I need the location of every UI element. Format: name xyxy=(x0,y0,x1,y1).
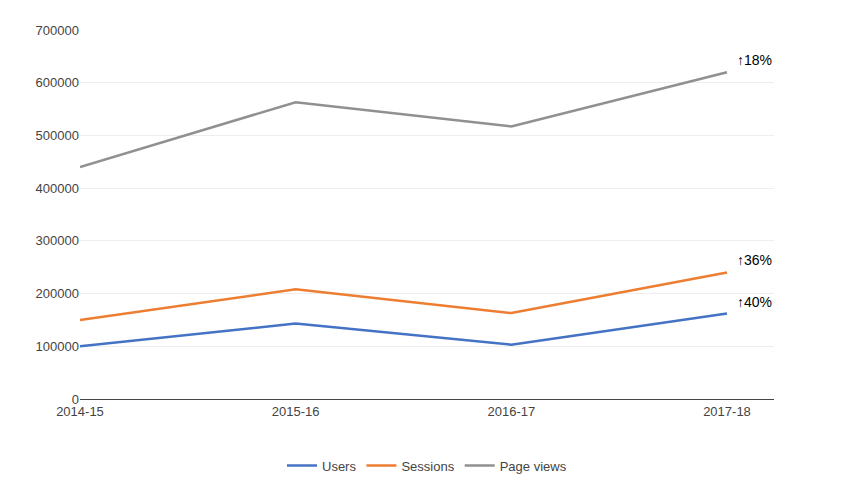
svg-text:400000: 400000 xyxy=(36,181,79,196)
svg-text:0: 0 xyxy=(72,392,79,407)
svg-text:300000: 300000 xyxy=(36,233,79,248)
svg-text:2016-17: 2016-17 xyxy=(487,404,535,419)
svg-text:500000: 500000 xyxy=(36,128,79,143)
svg-text:700000: 700000 xyxy=(36,23,79,38)
svg-text:↑36%: ↑36% xyxy=(737,252,772,268)
svg-text:↑40%: ↑40% xyxy=(737,294,772,310)
svg-text:Sessions: Sessions xyxy=(401,459,454,474)
svg-text:200000: 200000 xyxy=(36,286,79,301)
svg-text:2015-16: 2015-16 xyxy=(272,404,320,419)
svg-text:2014-15: 2014-15 xyxy=(56,404,104,419)
svg-text:Page views: Page views xyxy=(500,459,567,474)
svg-text:2017-18: 2017-18 xyxy=(703,404,751,419)
svg-text:600000: 600000 xyxy=(36,75,79,90)
svg-text:100000: 100000 xyxy=(36,339,79,354)
svg-text:Users: Users xyxy=(322,459,356,474)
svg-text:↑18%: ↑18% xyxy=(737,52,772,68)
